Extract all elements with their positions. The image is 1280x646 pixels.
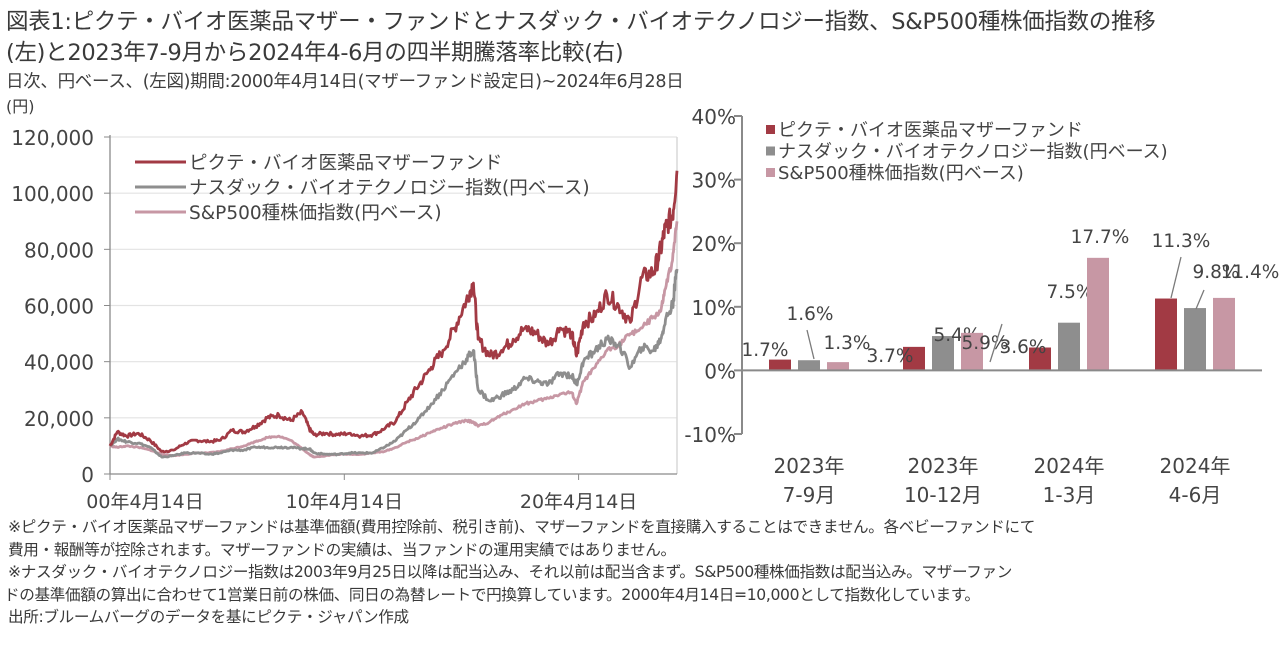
legend-swatch <box>766 168 775 177</box>
legend-label: ピクテ・バイオ医薬品マザーファンド <box>189 153 502 174</box>
bar-data-label: 1.3% <box>824 333 871 354</box>
bar-data-label: 9.8% <box>1193 262 1240 283</box>
bar-legend: ピクテ・バイオ医薬品マザーファンドナスダック・バイオテクノロジー指数(円ベース)… <box>766 120 1168 184</box>
footnote-source: 出所:ブルームバーグのデータを基にピクテ・ジャパン作成 <box>8 608 409 627</box>
y-tick-label: 20% <box>692 232 736 256</box>
y-tick-label: 10% <box>692 296 736 320</box>
line-chart: 0 20,000 40,000 60,000 80,000 100,000 120,000 0… <box>11 126 679 513</box>
x-category-label-year: 2023年 <box>908 454 979 478</box>
y-tick-label: 20,000 <box>24 407 94 431</box>
x-category-label-year: 2024年 <box>1160 454 1231 478</box>
legend-label: ナスダック・バイオテクノロジー指数(円ベース) <box>778 142 1168 163</box>
bar-data-label: 11.3% <box>1152 231 1211 252</box>
legend-label: ナスダック・バイオテクノロジー指数(円ベース) <box>189 178 590 199</box>
x-category-label-quarter: 4-6月 <box>1169 483 1222 507</box>
bar-2-2 <box>1087 257 1109 371</box>
left-axis-unit: (円) <box>6 97 35 116</box>
bar-1-2 <box>961 332 983 371</box>
y-tick-label: 80,000 <box>24 238 94 262</box>
bar-data-label: 3.7% <box>867 346 914 367</box>
footnote-line: ドの基準価額の算出に合わせて1営業日前の株価、同日の為替レートで円換算しています… <box>4 585 980 604</box>
label-leader-line <box>1170 256 1182 299</box>
bar-3-1 <box>1184 308 1206 371</box>
label-leader-line <box>1195 289 1205 310</box>
bar-data-label: 7.5% <box>1047 282 1094 303</box>
footnotes: ※ピクテ・バイオ医薬品マザーファンドは基準価額(費用控除前、税引き前)、マザーフ… <box>4 516 1035 629</box>
x-tick-label: 00年4月14日 <box>86 491 203 513</box>
bar-1-0 <box>903 346 925 371</box>
series-line-0 <box>108 170 679 454</box>
y-tick-label: 100,000 <box>11 182 94 206</box>
bar-data-label: 11.4% <box>1221 262 1280 283</box>
x-category-label-quarter: 10-12月 <box>904 483 982 507</box>
label-leader-line <box>806 329 815 360</box>
y-tick-label: 60,000 <box>24 295 94 319</box>
bar-1-1 <box>932 336 954 371</box>
x-category-label-quarter: 7-9月 <box>783 483 836 507</box>
bar-0-1 <box>798 360 820 371</box>
label-leader-line <box>989 323 1003 363</box>
legend-swatch <box>766 125 775 134</box>
series-line-1 <box>109 268 679 459</box>
bar-data-label: 1.6% <box>787 304 834 325</box>
y-tick-label: 0% <box>704 359 736 383</box>
bar-0-2 <box>827 362 849 371</box>
line-legend: ピクテ・バイオ医薬品マザーファンドナスダック・バイオテクノロジー指数(円ベース)… <box>135 153 590 224</box>
legend-swatch <box>766 146 775 156</box>
chart-subtitle: 日次、円ベース、(左図)期間:2000年4月14日(マザーファンド設定日)~20… <box>6 72 684 92</box>
legend-label: ピクテ・バイオ医薬品マザーファンド <box>778 120 1083 141</box>
x-category-label-year: 2024年 <box>1034 454 1105 478</box>
chart-title-line-1: 図表1:ピクテ・バイオ医薬品マザー・ファンドとナスダック・バイオテクノロジー指数… <box>6 9 1156 35</box>
bar-3-0 <box>1155 298 1177 371</box>
bar-2-0 <box>1029 347 1051 371</box>
bar-2-1 <box>1058 322 1080 371</box>
y-tick-label: 40% <box>692 105 736 129</box>
x-category-label-quarter: 1-3月 <box>1043 483 1096 507</box>
chart-title-line-2: (左)と2023年7-9月から2024年4-6月の四半期騰落率比較(右) <box>6 40 624 66</box>
x-category-label-year: 2023年 <box>774 454 845 478</box>
bar-data-label: 17.7% <box>1071 227 1130 248</box>
bar-data-label: 3.6% <box>1000 337 1047 358</box>
y-tick-label: 40,000 <box>24 351 94 375</box>
footnote-line: ※ナスダック・バイオテクノロジー指数は2003年9月25日以降は配当込み、それ以… <box>8 563 1012 582</box>
y-tick-label: 120,000 <box>11 126 94 150</box>
bar-3-2 <box>1213 297 1235 371</box>
bar-data-label: 5.9% <box>962 333 1009 354</box>
legend-label: S&P500種株価指数(円ベース) <box>189 203 442 224</box>
legend-label: S&P500種株価指数(円ベース) <box>778 163 1024 184</box>
y-tick-label: 30% <box>692 169 736 193</box>
bar-0-0 <box>769 359 791 371</box>
x-tick-label: 20年4月14日 <box>520 491 637 513</box>
bar-chart: -10% 0% 10% 20% 30% 40% 1.7% 1.6% 1.3% 2023年 7-9月 3… <box>684 105 1280 507</box>
footnote-line: ※ピクテ・バイオ医薬品マザーファンドは基準価額(費用控除前、税引き前)、マザーフ… <box>8 518 1035 536</box>
y-tick-label: -10% <box>684 423 736 447</box>
x-tick-label: 10年4月14日 <box>286 491 403 513</box>
footnote-line: 費用・報酬等が控除されます。マザーファンドの実績は、当ファンドの運用実績ではあり… <box>8 540 676 559</box>
y-tick-label: 0 <box>81 463 94 487</box>
bar-data-label: 1.7% <box>742 340 789 361</box>
